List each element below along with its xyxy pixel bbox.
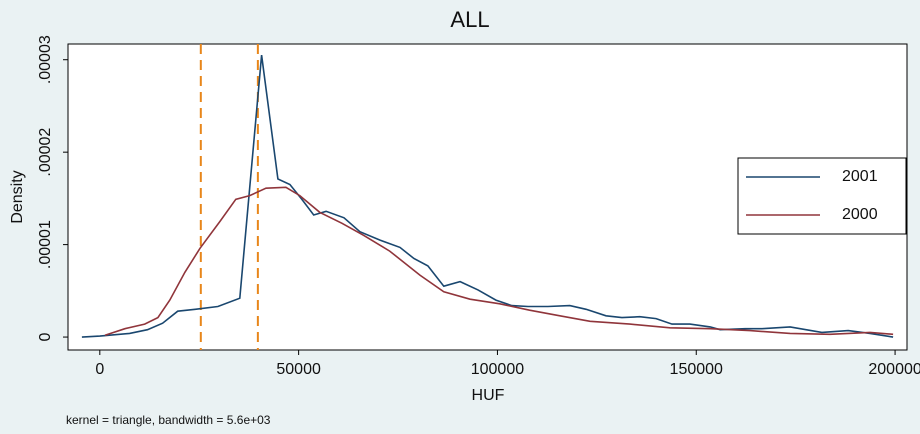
y-tick-label: .00001 (37, 220, 54, 269)
legend-label: 2001 (842, 168, 878, 185)
x-tick-label: 0 (95, 361, 104, 378)
chart-title: ALL (450, 7, 489, 32)
series-line (104, 186, 894, 336)
y-tick-label: 0 (37, 333, 54, 342)
x-tick-label: 50000 (276, 361, 321, 378)
x-tick-label: 100000 (471, 361, 524, 378)
x-tick-label: 150000 (670, 361, 723, 378)
note: kernel = triangle, bandwidth = 5.6e+03 (66, 413, 271, 427)
y-axis-label: Density (9, 170, 26, 223)
y-tick-label: .00002 (37, 128, 54, 177)
y-tick-label: .00003 (37, 35, 54, 84)
legend-label: 2000 (842, 206, 878, 223)
x-axis-label: HUF (472, 387, 505, 404)
legend-box (737, 157, 907, 235)
x-tick-label: 200000 (868, 361, 920, 378)
